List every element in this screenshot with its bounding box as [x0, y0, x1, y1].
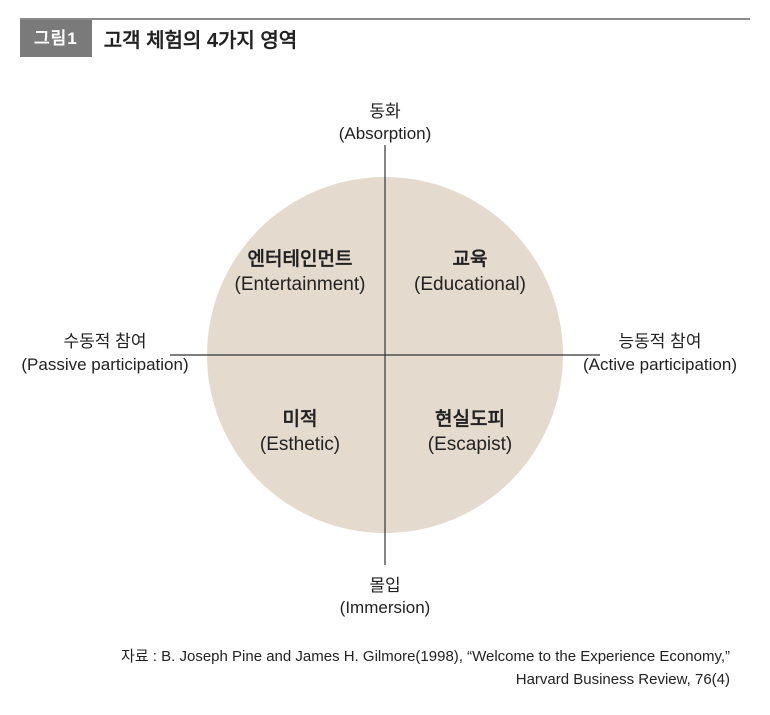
axis-top-ko: 동화: [369, 102, 401, 121]
source-citation: 자료 : B. Joseph Pine and James H. Gilmore…: [40, 646, 730, 691]
axis-right-ko: 능동적 참여: [619, 332, 702, 351]
source-line-1: 자료 : B. Joseph Pine and James H. Gilmore…: [40, 646, 730, 669]
axis-right-en: (Active participation): [583, 355, 737, 374]
quadrant-esthetic-ko: 미적: [283, 408, 318, 430]
figure-tag: 그림1: [20, 20, 92, 57]
axis-bottom-en: (Immersion): [340, 598, 431, 617]
quadrant-escapist-ko: 현실도피: [435, 408, 505, 430]
quadrant-entertainment-ko: 엔터테인먼트: [248, 248, 353, 270]
diagram-svg: 동화 (Absorption) 몰입 (Immersion) 수동적 참여 (P…: [0, 85, 770, 640]
axis-bottom-ko: 몰입: [369, 576, 400, 595]
quadrant-diagram: 동화 (Absorption) 몰입 (Immersion) 수동적 참여 (P…: [0, 85, 770, 640]
figure-title: 고객 체험의 4가지 영역: [92, 20, 297, 57]
quadrant-entertainment-en: (Entertainment): [235, 274, 366, 295]
quadrant-escapist-en: (Escapist): [428, 434, 512, 455]
axis-left-en: (Passive participation): [21, 355, 188, 374]
axis-left-ko: 수동적 참여: [64, 332, 147, 351]
quadrant-educational-en: (Educational): [414, 274, 526, 295]
figure-header: 그림1 고객 체험의 4가지 영역: [20, 18, 750, 57]
quadrant-educational-ko: 교육: [453, 248, 488, 270]
axis-top-en: (Absorption): [339, 124, 432, 143]
quadrant-esthetic-en: (Esthetic): [260, 434, 340, 455]
source-line-2: Harvard Business Review, 76(4): [40, 669, 730, 692]
